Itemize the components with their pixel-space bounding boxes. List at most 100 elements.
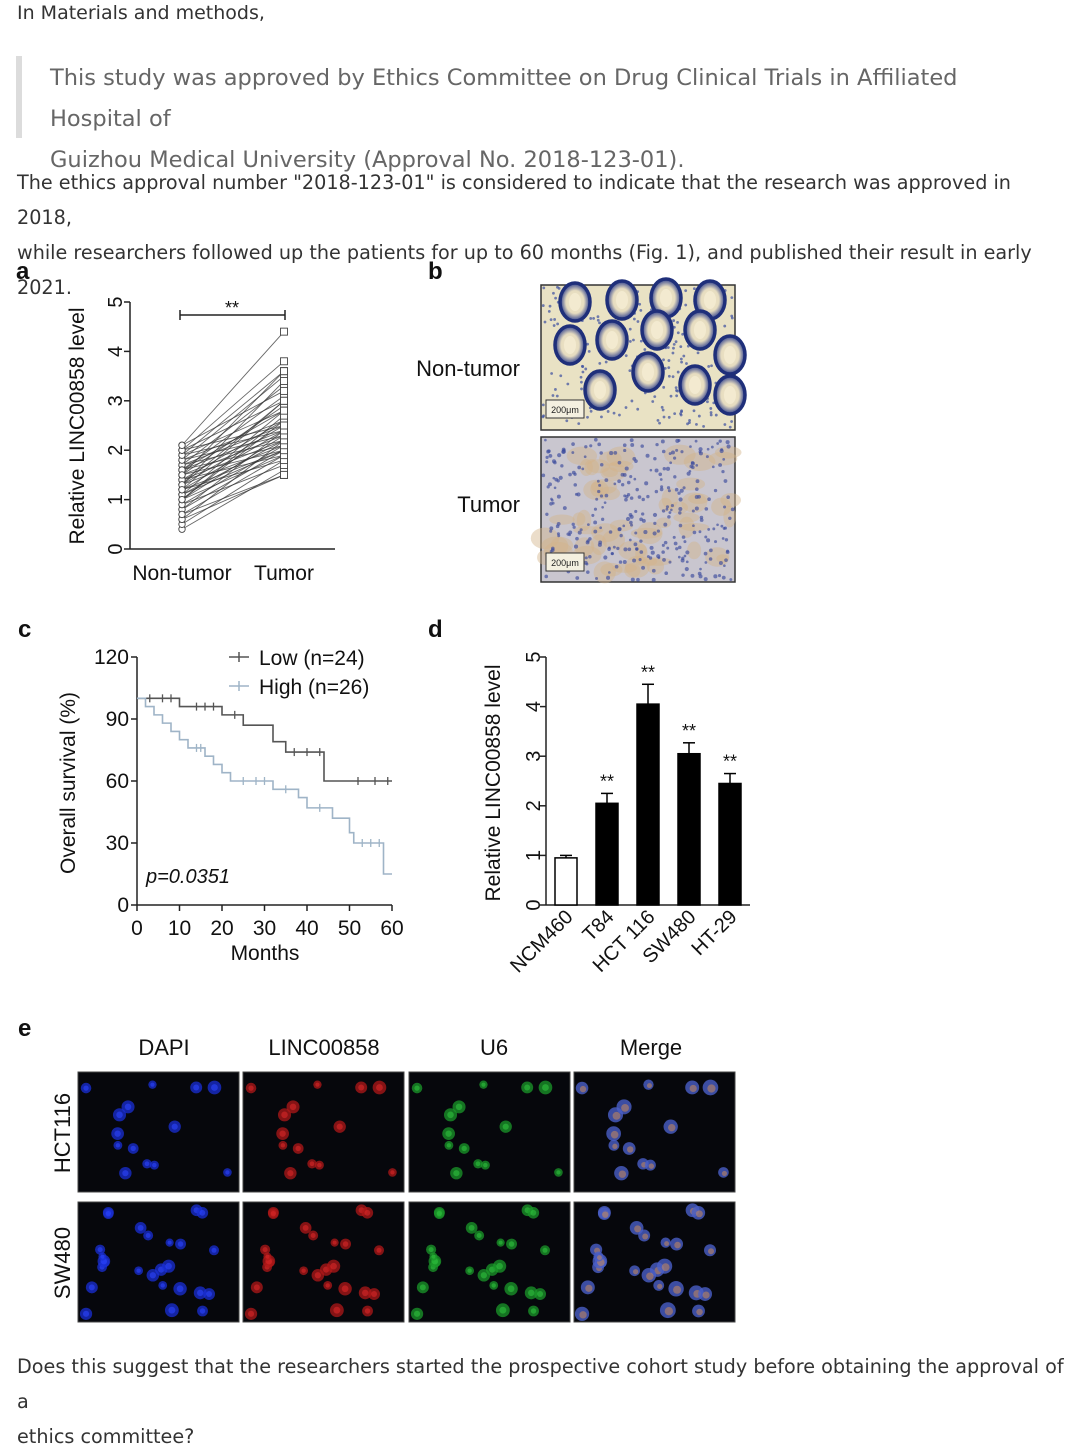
panel-e-col-u6: U6 <box>480 1035 508 1060</box>
crypt-lumen <box>651 321 663 339</box>
stroma-nucleus <box>639 308 643 312</box>
stroma-nucleus <box>695 422 698 426</box>
panel-a-point-tumor <box>280 357 288 366</box>
stroma-nucleus <box>671 351 675 355</box>
tumor-nucleus <box>637 495 642 499</box>
tumor-nucleus <box>613 451 618 455</box>
tumor-nucleus <box>723 564 726 568</box>
u6-cell-core <box>530 1209 537 1216</box>
tumor-nucleus <box>724 558 728 563</box>
tumor-nucleus <box>641 497 645 502</box>
tumor-nucleus <box>657 556 661 560</box>
tumor-nucleus <box>601 505 604 509</box>
tumor-nucleus <box>726 495 730 500</box>
stroma-nucleus <box>551 394 555 397</box>
tumor-nucleus <box>677 555 681 559</box>
panel-a-pair-line <box>181 390 285 446</box>
panel-a-point-tumor <box>280 377 288 385</box>
panel-e-row-hct116: HCT116 <box>50 1093 75 1173</box>
tumor-nucleus <box>586 570 590 574</box>
u6-cell-core <box>468 1224 475 1231</box>
tumor-nucleus <box>629 475 633 479</box>
stroma-nucleus <box>541 304 545 307</box>
tumor-nucleus <box>671 450 675 455</box>
tumor-nucleus <box>562 506 567 511</box>
linc00858-cell-core <box>295 1145 301 1152</box>
dapi-cell-core <box>152 1162 157 1168</box>
tumor-nucleus <box>665 466 671 471</box>
tumor-nucleus <box>573 483 578 487</box>
tumor-nucleus <box>690 573 695 578</box>
stroma-nucleus <box>541 403 545 407</box>
tumor-nucleus <box>699 515 704 520</box>
stroma-nucleus <box>676 331 680 335</box>
tumor-stain-patch <box>661 488 679 510</box>
dapi-cell-core <box>114 1130 121 1137</box>
tumor-stain-patch <box>584 459 600 476</box>
tumor-nucleus <box>608 530 613 534</box>
tumor-nucleus <box>638 558 642 562</box>
panel-a-pair-line <box>181 439 285 466</box>
tumor-nucleus <box>684 566 689 572</box>
panel-a-pair-line <box>181 439 285 481</box>
linc00858-cell-core <box>364 1308 371 1314</box>
stroma-nucleus <box>730 296 734 300</box>
stroma-nucleus <box>554 296 558 300</box>
micrograph-merge-sw480 <box>573 1201 736 1323</box>
panel-a-pair-line <box>181 434 285 476</box>
dapi-cell-core <box>225 1170 230 1175</box>
tumor-stain-patch <box>611 563 638 573</box>
u6-cell-core <box>481 1082 486 1087</box>
crypt-lumen <box>689 376 701 394</box>
stroma-nucleus <box>679 357 683 361</box>
panel-a-pair-line <box>181 449 285 476</box>
panel-d-ytick-label: 0 <box>523 899 545 910</box>
tumor-nucleus <box>718 463 723 467</box>
panel-a-pair-line <box>181 370 285 476</box>
tumor-stain-patch <box>549 514 575 525</box>
stroma-nucleus <box>723 423 727 426</box>
stroma-nucleus <box>669 394 673 398</box>
tumor-nucleus <box>607 547 611 551</box>
stroma-nucleus <box>684 289 688 293</box>
tumor-nucleus <box>633 542 638 547</box>
u6-cell-core <box>436 1211 442 1217</box>
tumor-nucleus <box>549 526 554 531</box>
tumor-nucleus <box>713 488 718 493</box>
tumor-nucleus <box>717 574 722 578</box>
stroma-nucleus <box>581 364 584 368</box>
dapi-cell-core <box>100 1254 105 1259</box>
tumor-nucleus <box>617 460 622 465</box>
u6-cell-core <box>498 1240 503 1245</box>
merge-overlay <box>579 1085 587 1093</box>
tumor-nucleus <box>616 546 620 551</box>
stroma-nucleus <box>555 394 559 398</box>
stroma-nucleus <box>542 286 546 290</box>
u6-cell-core <box>507 1285 515 1293</box>
linc00858-cell-core <box>248 1085 254 1091</box>
stroma-nucleus <box>660 405 664 409</box>
stroma-nucleus <box>549 318 553 322</box>
stroma-nucleus <box>556 322 560 326</box>
tumor-nucleus <box>574 492 578 496</box>
stroma-nucleus <box>632 338 635 342</box>
linc00858-cell-core <box>332 1240 337 1245</box>
u6-cell-core <box>527 1289 535 1297</box>
merge-overlay <box>673 1285 682 1294</box>
stroma-nucleus <box>672 319 676 322</box>
tumor-stain-patch <box>673 512 700 523</box>
tumor-stain-patch <box>646 558 665 575</box>
tumor-nucleus <box>558 475 563 480</box>
dapi-cell-core <box>124 1103 132 1111</box>
tumor-nucleus <box>685 550 690 555</box>
tumor-nucleus <box>685 560 689 564</box>
tumor-nucleus <box>728 516 732 520</box>
tumor-nucleus <box>561 449 566 454</box>
panel-a-ytick-label: 5 <box>105 296 127 307</box>
merge-overlay <box>597 1255 602 1261</box>
panel-a-point-tumor <box>280 386 288 395</box>
panel-label-c: c <box>18 616 31 643</box>
stroma-nucleus <box>658 421 661 425</box>
tumor-nucleus <box>650 550 655 555</box>
